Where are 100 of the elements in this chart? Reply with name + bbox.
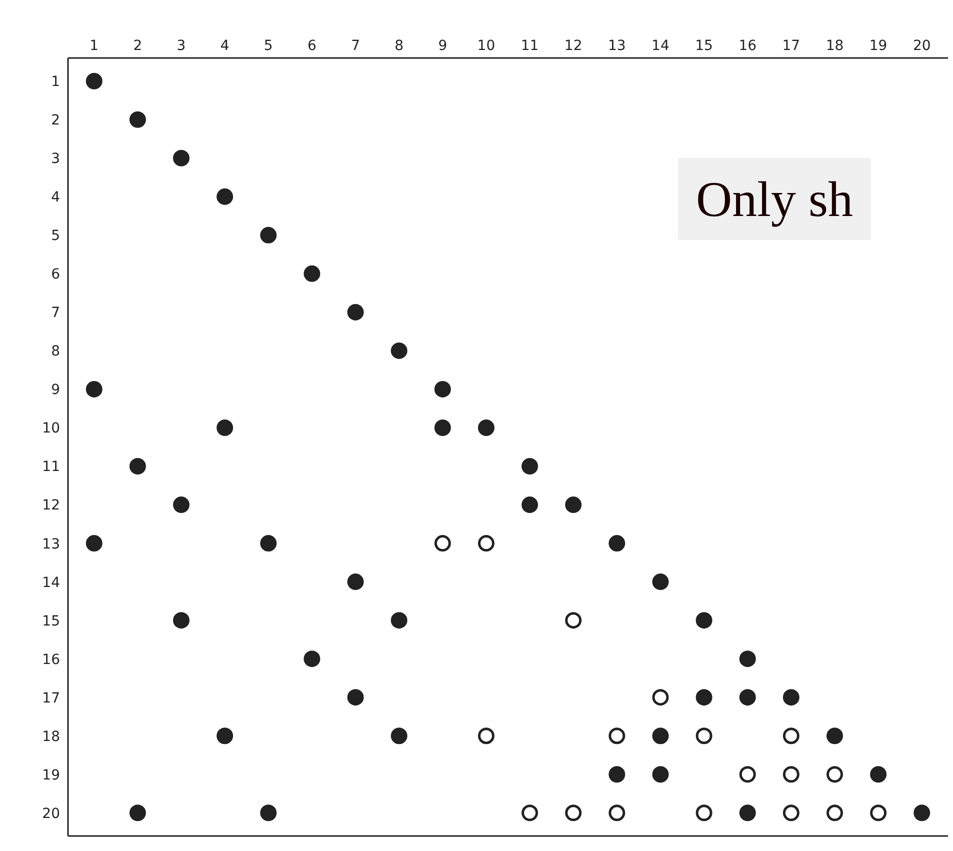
point xyxy=(522,496,538,514)
point xyxy=(390,342,408,359)
annotation: Only sh xyxy=(678,158,871,240)
point xyxy=(782,766,800,783)
y-tick-label: 4 xyxy=(51,190,60,206)
point xyxy=(739,650,756,668)
x-tick-label: 19 xyxy=(869,38,888,54)
x-tick-label: 8 xyxy=(394,38,404,54)
x-tick-label: 1 xyxy=(90,38,99,54)
point xyxy=(434,380,451,398)
point xyxy=(782,728,800,744)
point xyxy=(173,150,190,166)
point xyxy=(522,458,538,475)
point xyxy=(173,612,190,629)
point xyxy=(826,728,843,744)
point xyxy=(216,419,234,436)
x-tick-label: 12 xyxy=(564,38,582,54)
point xyxy=(565,612,582,629)
point xyxy=(260,226,277,244)
point xyxy=(129,804,146,822)
x-tick-label: 18 xyxy=(826,38,844,54)
point xyxy=(347,304,364,320)
point xyxy=(782,689,800,706)
point xyxy=(390,728,408,744)
point xyxy=(870,766,887,783)
point xyxy=(608,728,626,744)
point xyxy=(739,689,756,706)
x-tick-label: 5 xyxy=(264,38,273,54)
point xyxy=(652,728,669,744)
point xyxy=(260,535,277,552)
y-tick-label: 6 xyxy=(51,266,60,283)
x-tick-label: 9 xyxy=(438,38,448,54)
point xyxy=(522,804,538,822)
point xyxy=(565,804,582,822)
point xyxy=(870,804,887,822)
point xyxy=(173,496,190,514)
x-tick-label: 2 xyxy=(133,38,142,54)
y-tick-label: 8 xyxy=(51,344,60,360)
y-tick-label: 2 xyxy=(51,112,60,129)
point xyxy=(914,804,930,822)
point xyxy=(478,728,494,744)
x-tick-label: 11 xyxy=(520,38,539,54)
y-tick-label: 14 xyxy=(42,574,60,591)
point xyxy=(347,574,364,590)
point xyxy=(739,766,756,783)
point xyxy=(129,458,146,475)
x-tick-label: 16 xyxy=(738,38,757,54)
y-tick-label: 3 xyxy=(51,151,60,168)
x-tick-label: 10 xyxy=(477,38,496,54)
point xyxy=(216,728,234,744)
point xyxy=(696,612,712,629)
point xyxy=(304,650,320,668)
y-tick-label: 11 xyxy=(42,459,60,476)
y-tick-label: 18 xyxy=(42,728,60,745)
point xyxy=(304,265,320,282)
x-tick-label: 13 xyxy=(608,38,626,54)
point xyxy=(652,689,669,706)
point xyxy=(216,188,234,205)
point xyxy=(826,804,843,822)
point xyxy=(86,380,102,398)
point xyxy=(86,72,102,90)
y-tick-label: 9 xyxy=(51,382,60,398)
point xyxy=(565,496,582,514)
point xyxy=(782,804,800,822)
x-tick-label: 7 xyxy=(351,38,360,54)
point xyxy=(826,766,843,783)
point xyxy=(478,535,494,552)
point xyxy=(347,689,364,706)
x-tick-label: 14 xyxy=(652,38,670,54)
y-tick-label: 12 xyxy=(42,498,60,514)
y-tick-label: 16 xyxy=(42,652,60,668)
x-tick-label: 20 xyxy=(912,38,931,54)
y-tick-label: 13 xyxy=(42,536,60,552)
point xyxy=(739,804,756,822)
x-tick-label: 6 xyxy=(308,38,316,54)
y-tick-label: 19 xyxy=(42,767,60,784)
point xyxy=(652,766,669,783)
point xyxy=(608,804,626,822)
point xyxy=(86,535,102,552)
y-tick-label: 5 xyxy=(51,228,60,244)
point xyxy=(434,419,451,436)
x-tick-label: 17 xyxy=(782,38,800,54)
point xyxy=(696,804,712,822)
point xyxy=(608,766,626,783)
point xyxy=(260,804,277,822)
point xyxy=(652,574,669,590)
y-tick-label: 1 xyxy=(51,74,60,90)
y-tick-label: 10 xyxy=(42,420,60,437)
y-tick-label: 7 xyxy=(51,305,60,322)
point xyxy=(478,419,494,436)
point xyxy=(696,689,712,706)
y-tick-label: 15 xyxy=(42,613,60,630)
y-tick-label: 17 xyxy=(42,690,60,706)
x-tick-label: 15 xyxy=(695,38,713,54)
point xyxy=(129,111,146,128)
point xyxy=(608,535,626,552)
point xyxy=(390,612,408,629)
y-tick-label: 20 xyxy=(42,806,60,822)
x-tick-label: 4 xyxy=(220,38,230,54)
point xyxy=(696,728,712,744)
